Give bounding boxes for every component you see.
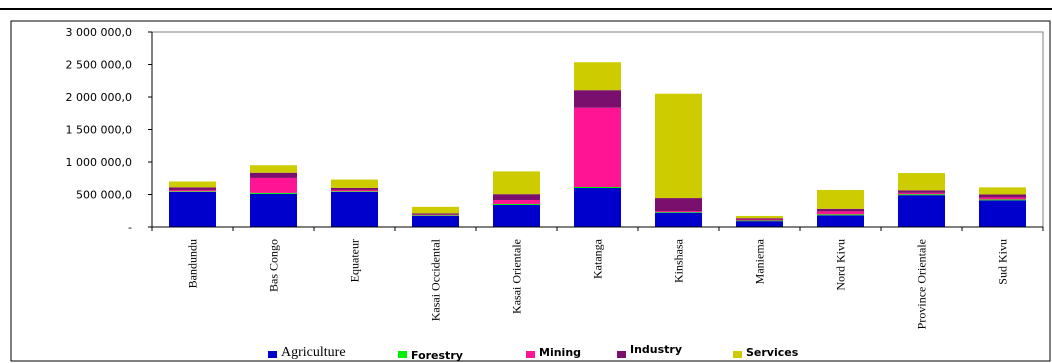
bar-services-bas-congo — [250, 165, 297, 173]
x-tick-label: Kinshasa — [672, 238, 686, 283]
bar-industry-bandundu — [169, 187, 216, 190]
y-tick-label: 2 500 000,0 — [66, 59, 132, 72]
x-tick-label: Maniema — [753, 238, 767, 284]
legend-label-agriculture: Agriculture — [281, 345, 346, 360]
bar-forestry-maniema — [736, 220, 783, 222]
x-tick-label: Bas Congo — [267, 239, 281, 292]
x-tick-label: Bandundu — [186, 239, 200, 288]
bar-agriculture-bandundu — [169, 191, 216, 227]
top-divider — [0, 8, 1052, 10]
y-axis: 3 000 000,0 2 500 000,0 2 000 000,0 1 500 0… — [66, 26, 153, 234]
legend-swatch-agriculture — [268, 351, 277, 358]
x-tick-label: Sud Kivu — [996, 239, 1010, 285]
x-axis: Bandundu Bas Congo Equateur Kasai Occidenta… — [151, 226, 1044, 329]
x-tick-label: Province Orientale — [915, 239, 929, 329]
bar-agriculture-equateur — [331, 191, 378, 227]
x-tick-label: Nord Kivu — [834, 239, 848, 291]
legend-swatch-mining — [526, 351, 535, 358]
legend-label-services: Services — [746, 346, 799, 359]
bar-mining-equateur — [331, 189, 378, 192]
bar-industry-equateur — [331, 188, 378, 190]
bar-forestry-nord-kivu — [817, 214, 864, 216]
bar-mining-bandundu — [169, 189, 216, 192]
y-tick-label: - — [128, 221, 132, 234]
y-tick-label: 3 000 000,0 — [66, 26, 132, 39]
bar-industry-kasai-occidental — [412, 213, 459, 215]
legend-swatch-forestry — [398, 351, 407, 358]
bar-services-kinshasa — [655, 93, 702, 199]
bar-agriculture-katanga — [574, 188, 621, 227]
bar-forestry-kinshasa — [655, 212, 702, 213]
bar-services-kasai-orientale — [493, 171, 540, 195]
legend-label-industry: Industry — [630, 343, 682, 356]
bar-forestry-kasai-orientale — [493, 203, 540, 205]
bar-agriculture-kasai-occidental — [412, 215, 459, 227]
bar-forestry-province-orientale — [898, 194, 945, 196]
y-tick-label: 500 000,0 — [76, 189, 132, 202]
x-tick-label: Equateur — [348, 239, 362, 282]
bar-services-maniema — [736, 215, 783, 219]
bar-industry-katanga — [574, 90, 621, 108]
bar-industry-maniema — [736, 218, 783, 220]
y-tick-label: 1 500 000,0 — [66, 124, 132, 137]
bar-services-province-orientale — [898, 173, 945, 191]
legend: Agriculture Forestry Mining Industry Service… — [268, 343, 799, 362]
legend-label-mining: Mining — [539, 346, 581, 359]
bar-mining-kasai-occidental — [412, 214, 459, 216]
bar-services-nord-kivu — [817, 189, 864, 209]
bar-industry-sud-kivu — [979, 194, 1026, 198]
bar-services-kasai-occidental — [412, 206, 459, 214]
bar-services-sud-kivu — [979, 187, 1026, 195]
x-tick-label: Kasai Occidental — [429, 238, 443, 321]
bar-industry-nord-kivu — [817, 208, 864, 212]
bar-mining-maniema — [736, 219, 783, 221]
legend-swatch-industry — [617, 351, 626, 358]
bars-group — [169, 62, 1026, 227]
bar-mining-katanga — [574, 107, 621, 188]
bar-mining-province-orientale — [898, 192, 945, 195]
bar-agriculture-province-orientale — [898, 195, 945, 227]
bar-agriculture-nord-kivu — [817, 215, 864, 227]
bar-forestry-bas-congo — [250, 192, 297, 194]
bar-services-equateur — [331, 179, 378, 188]
bar-mining-sud-kivu — [979, 197, 1026, 200]
legend-label-forestry: Forestry — [411, 349, 463, 362]
bar-mining-kinshasa — [655, 211, 702, 213]
bar-agriculture-kasai-orientale — [493, 204, 540, 227]
bar-mining-nord-kivu — [817, 211, 864, 215]
bar-forestry-equateur — [331, 191, 378, 192]
x-tick-label: Katanga — [591, 238, 605, 279]
bar-industry-province-orientale — [898, 190, 945, 193]
bar-industry-kasai-orientale — [493, 194, 540, 201]
bar-forestry-sud-kivu — [979, 199, 1026, 201]
bar-agriculture-sud-kivu — [979, 200, 1026, 227]
y-tick-label: 2 000 000,0 — [66, 91, 132, 104]
bar-industry-bas-congo — [250, 172, 297, 178]
bar-agriculture-bas-congo — [250, 193, 297, 227]
y-tick-label: 1 000 000,0 — [66, 156, 132, 169]
bar-forestry-bandundu — [169, 191, 216, 192]
bar-forestry-katanga — [574, 187, 621, 188]
bar-services-bandundu — [169, 181, 216, 188]
bar-services-katanga — [574, 62, 621, 91]
bar-forestry-kasai-occidental — [412, 215, 459, 216]
bar-industry-kinshasa — [655, 198, 702, 212]
outer-border — [10, 20, 1051, 362]
bar-mining-kasai-orientale — [493, 200, 540, 204]
x-tick-label: Kasai Orientale — [510, 239, 524, 314]
bar-agriculture-maniema — [736, 221, 783, 227]
legend-swatch-services — [733, 351, 742, 358]
bar-mining-bas-congo — [250, 177, 297, 193]
bar-agriculture-kinshasa — [655, 212, 702, 227]
